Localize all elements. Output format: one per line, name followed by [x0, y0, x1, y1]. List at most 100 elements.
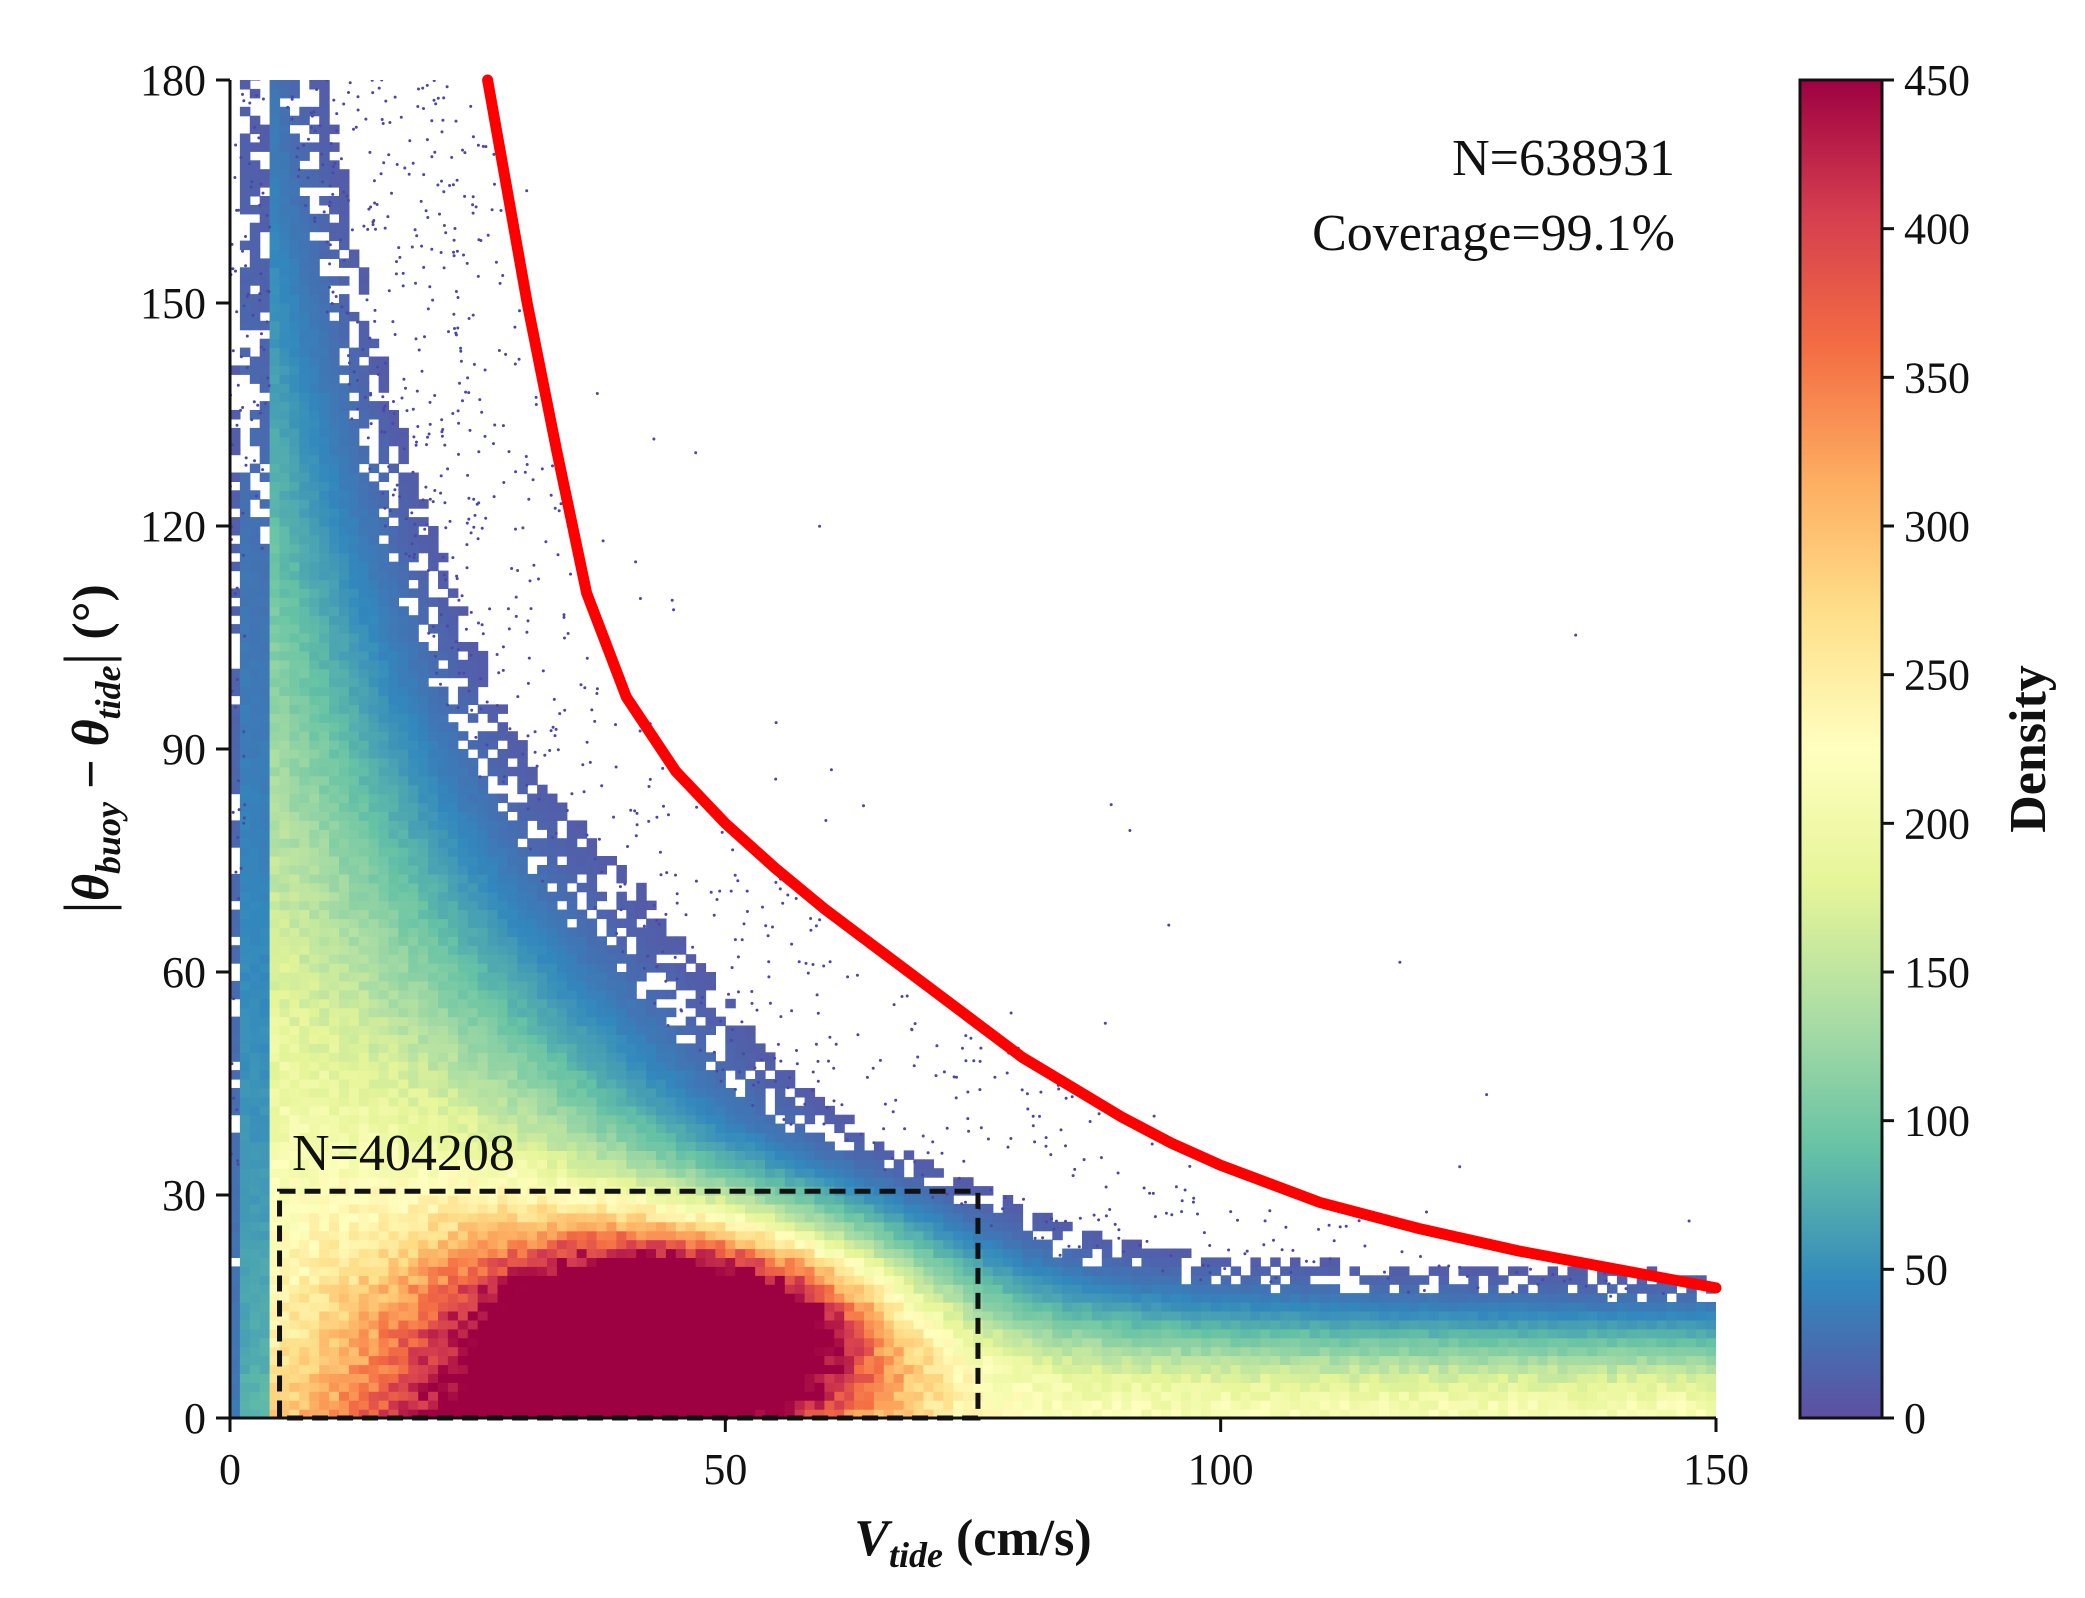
density-cell	[447, 1266, 459, 1276]
density-cell	[279, 356, 290, 366]
density-cell	[477, 829, 489, 839]
density-cell	[715, 1409, 726, 1418]
density-cell	[824, 1337, 835, 1348]
density-cell	[537, 784, 548, 795]
density-cell	[656, 1266, 667, 1276]
density-cell	[428, 561, 439, 572]
density-cell	[428, 1275, 439, 1285]
density-cell	[665, 972, 677, 982]
density-cell	[646, 1186, 657, 1196]
density-cell	[279, 588, 290, 598]
density-cell	[299, 552, 310, 563]
density-cell	[636, 909, 647, 920]
density-cell	[279, 552, 290, 563]
density-cell	[289, 766, 300, 777]
density-cell	[279, 80, 290, 90]
density-cell	[289, 490, 300, 500]
density-cell	[745, 1096, 756, 1107]
density-cell	[844, 1150, 855, 1160]
density-cell	[755, 1284, 766, 1294]
density-cell	[665, 1391, 677, 1401]
density-cell	[497, 1364, 508, 1374]
density-cell	[457, 927, 469, 937]
density-cell	[398, 766, 409, 777]
density-cell	[239, 1409, 251, 1418]
density-cell	[438, 847, 449, 857]
density-cell	[269, 142, 281, 152]
density-cell	[339, 891, 350, 902]
density-cell	[596, 1159, 607, 1169]
density-cell	[596, 1212, 607, 1223]
density-cell	[378, 1382, 390, 1392]
density-cell	[289, 1168, 300, 1178]
density-cell	[566, 1195, 578, 1205]
density-cell	[725, 1061, 736, 1071]
density-cell	[626, 1275, 637, 1285]
density-cell	[269, 829, 281, 839]
density-cell	[844, 1328, 855, 1339]
density-cell	[556, 1373, 568, 1383]
density-cell	[566, 1114, 578, 1125]
density-cell	[616, 1070, 627, 1080]
density-cell	[309, 650, 320, 661]
density-cell	[339, 1088, 350, 1098]
density-cell	[467, 1186, 479, 1196]
density-cell	[299, 1302, 310, 1312]
density-cell	[834, 1248, 845, 1258]
density-cell	[675, 1239, 687, 1250]
density-cell	[319, 1302, 330, 1312]
density-cell	[576, 1079, 588, 1089]
density-cell	[447, 1070, 459, 1080]
density-cell	[636, 1266, 647, 1276]
density-cell	[596, 1096, 607, 1107]
density-cell	[447, 1096, 459, 1107]
density-cell	[428, 1088, 439, 1098]
density-cell	[339, 303, 350, 313]
density-cell	[566, 1221, 578, 1232]
density-cell	[705, 1319, 716, 1330]
density-cell	[230, 1132, 241, 1143]
density-cell	[289, 338, 300, 349]
density-cell	[507, 998, 518, 1009]
density-cell	[398, 1230, 409, 1241]
density-cell	[388, 775, 399, 786]
density-cell	[319, 383, 330, 393]
density-cell	[428, 1159, 439, 1169]
density-cell	[249, 1230, 261, 1241]
density-cell	[398, 642, 409, 652]
density-cell	[725, 1168, 736, 1178]
density-cell	[547, 1150, 558, 1160]
density-cell	[239, 276, 251, 286]
density-cell	[576, 918, 588, 928]
density-cell	[289, 142, 300, 152]
density-cell	[348, 980, 360, 991]
density-cell	[685, 1391, 697, 1401]
density-cell	[517, 802, 528, 812]
density-cell	[556, 1257, 568, 1267]
density-cell	[249, 267, 261, 277]
density-cell	[269, 240, 281, 251]
density-cell	[428, 980, 439, 991]
density-cell	[447, 650, 459, 661]
density-cell	[230, 1409, 241, 1418]
density-cell	[428, 820, 439, 830]
density-cell	[329, 588, 340, 598]
density-cell	[576, 1195, 588, 1205]
density-cell	[725, 1212, 736, 1223]
density-cell	[447, 1007, 459, 1018]
density-cell	[765, 1328, 776, 1339]
density-cell	[418, 1355, 429, 1366]
density-cell	[556, 989, 568, 1000]
density-cell	[339, 196, 350, 206]
density-cell	[428, 695, 439, 705]
density-cell	[319, 865, 330, 875]
density-cell	[299, 936, 310, 946]
density-cell	[299, 1355, 310, 1366]
density-cell	[586, 1034, 598, 1044]
density-cell	[616, 1319, 627, 1330]
density-cell	[418, 1311, 429, 1321]
density-cell	[319, 454, 330, 465]
density-cell	[695, 1195, 707, 1205]
density-cell	[309, 392, 320, 402]
density-cell	[348, 365, 360, 375]
